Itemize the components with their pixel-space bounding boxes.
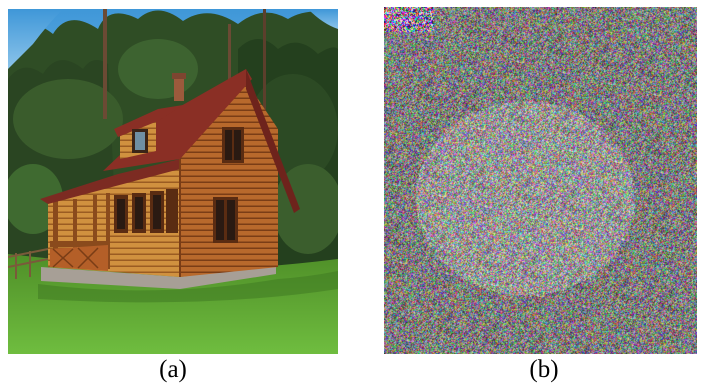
noise-image-panel [384, 7, 697, 354]
house-photo-panel [8, 9, 338, 354]
noise-image [384, 7, 697, 354]
fence [8, 248, 49, 279]
panel-b-caption: (b) [529, 356, 559, 383]
house-photo [8, 9, 338, 354]
wooden-house [40, 69, 300, 289]
panel-a-caption: (a) [159, 356, 187, 383]
